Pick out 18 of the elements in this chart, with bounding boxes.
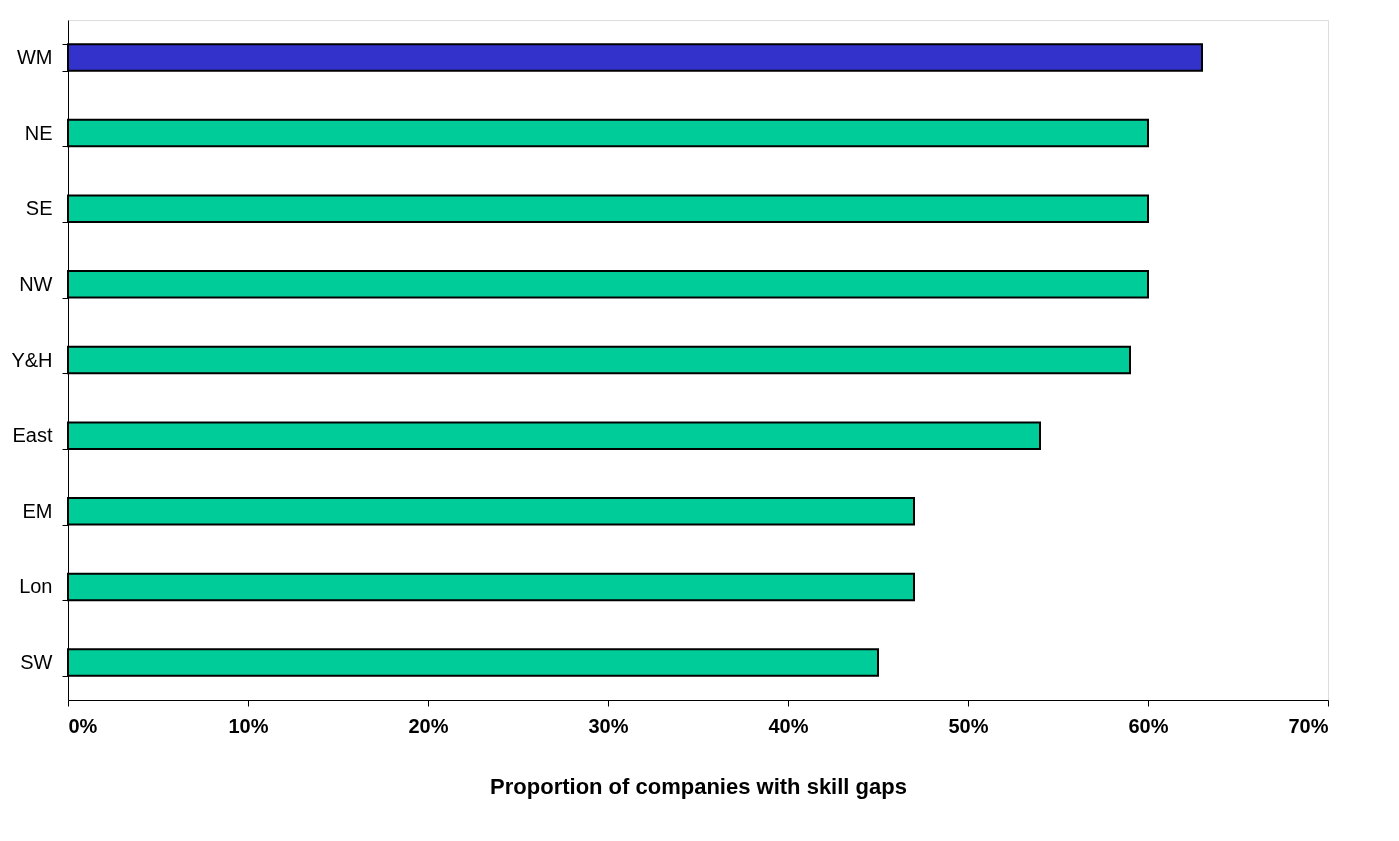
y-tick-label: WM [16,45,53,68]
x-tick-label: 60% [1128,714,1169,737]
y-tick-label: SE [25,197,53,220]
x-tick-label: 40% [768,714,809,737]
y-tick-label: NE [24,121,53,144]
x-tick-label: 30% [588,714,629,737]
y-tick-label: EM [22,499,53,522]
x-tick-label: 50% [948,714,989,737]
x-axis-title: Proportion of companies with skill gaps [490,773,907,799]
y-tick-label: Lon [19,575,53,598]
y-tick-label: Y&H [11,348,53,371]
x-tick-label: 70% [1288,714,1329,737]
y-tick-label: NW [19,272,53,295]
x-tick-label: 10% [228,714,269,737]
x-tick-label: 0% [68,714,98,737]
x-tick-label: 20% [408,714,449,737]
y-tick-label: SW [20,651,53,674]
y-tick-label: East [12,424,53,447]
